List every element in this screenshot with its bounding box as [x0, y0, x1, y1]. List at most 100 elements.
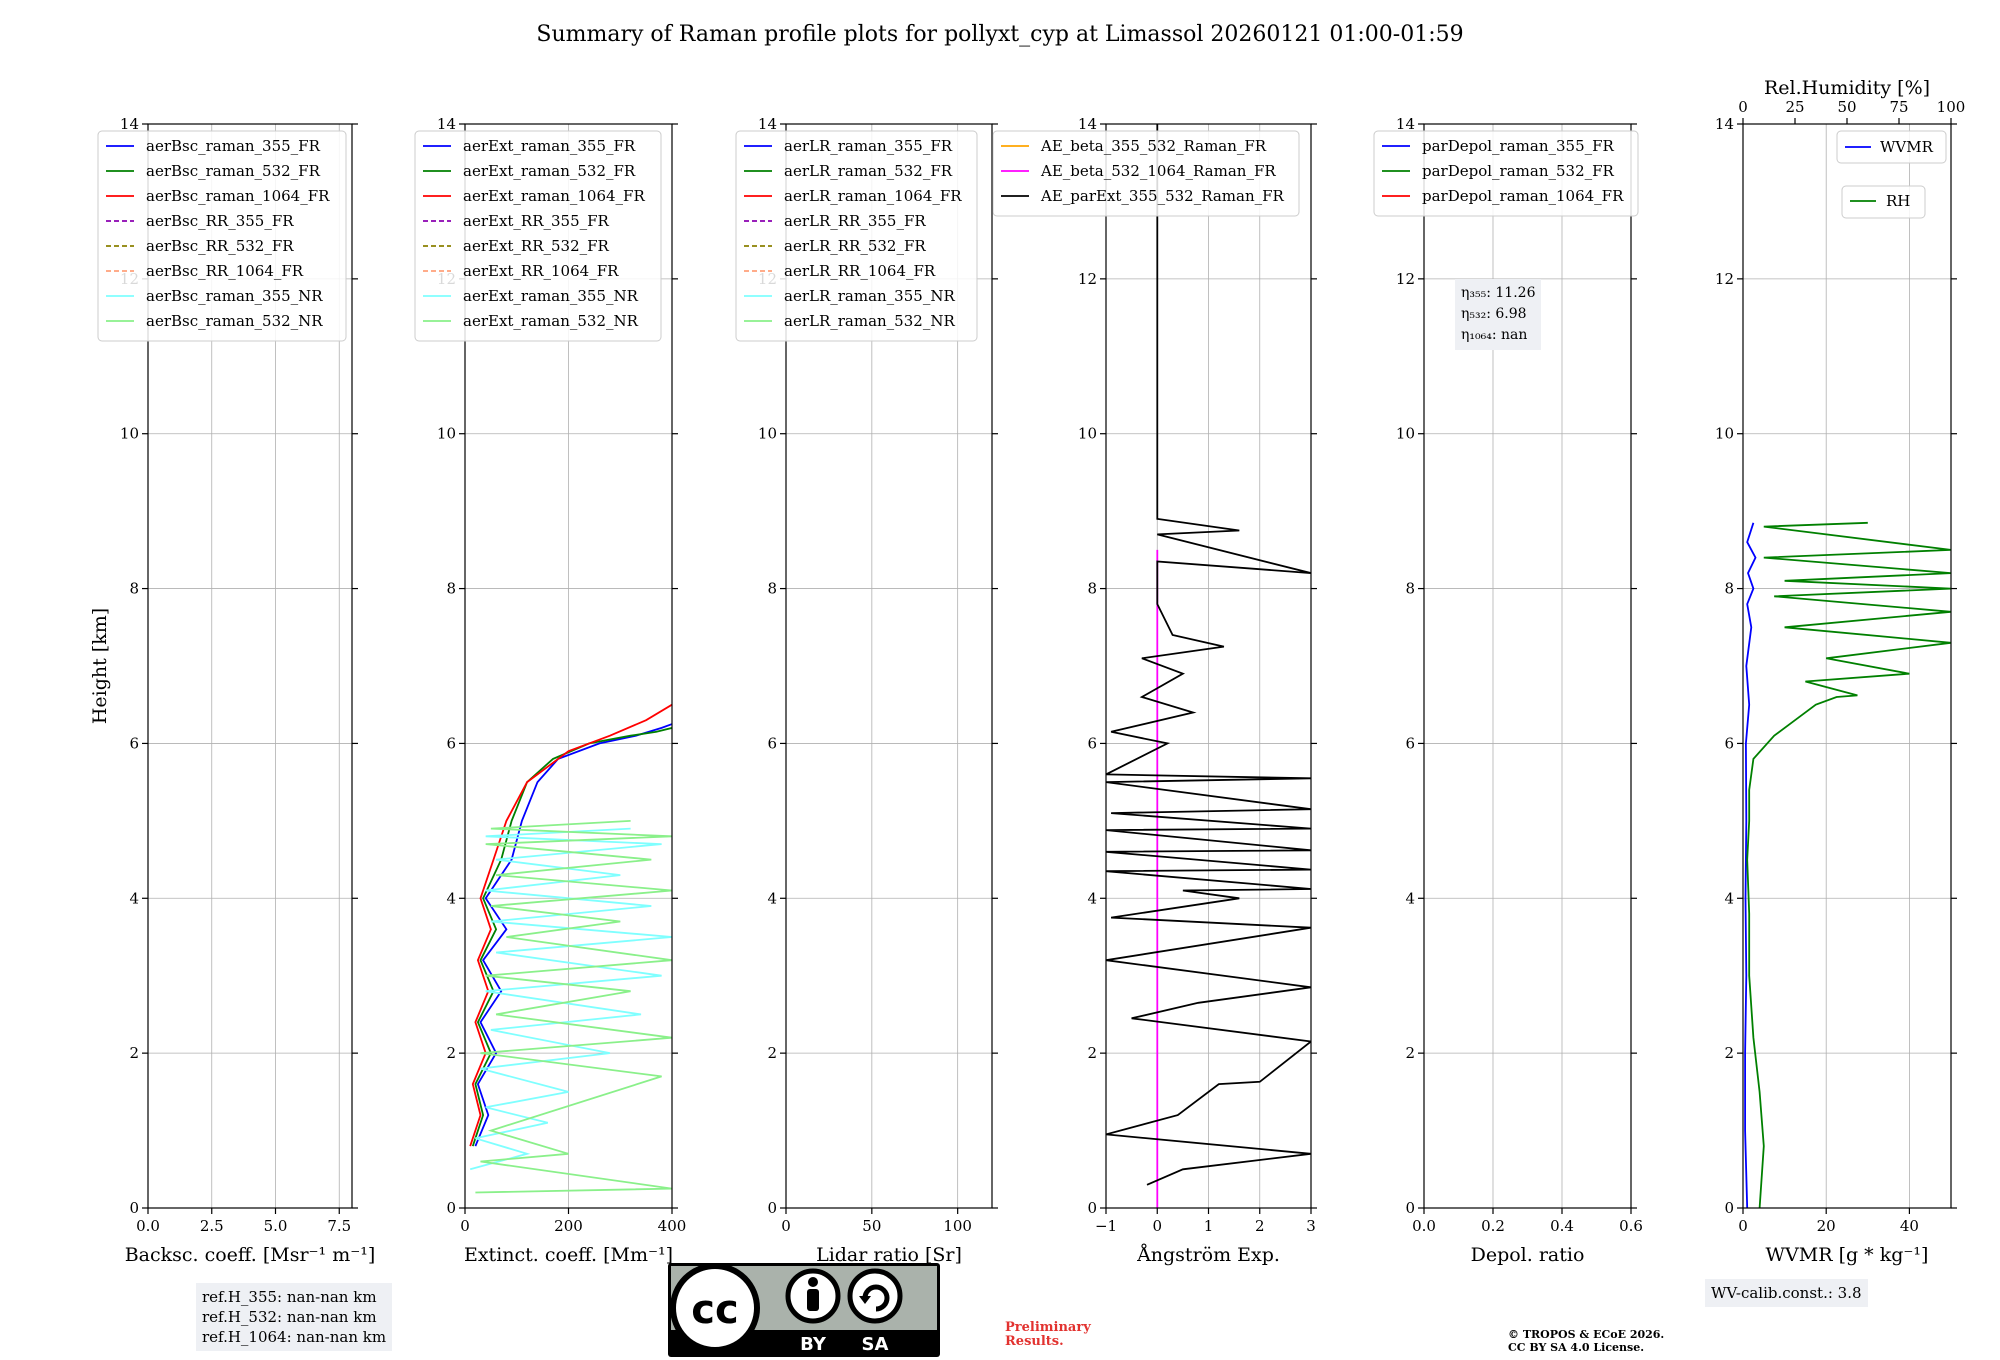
series-line-RH — [1746, 521, 1951, 1208]
legend-label: aerLR_RR_1064_FR — [784, 262, 936, 280]
legend-frame — [1373, 130, 1639, 217]
ytick-label: 8 — [1724, 580, 1734, 598]
legend-frame — [414, 130, 662, 342]
xtick-label: 0 — [1152, 1217, 1162, 1235]
ytick-label: 8 — [129, 580, 139, 598]
person-icon-head — [808, 1277, 818, 1287]
xtick-label: 0.4 — [1550, 1217, 1574, 1235]
ytick-label: 10 — [1396, 425, 1415, 443]
refh-1064: ref.H_1064: nan-nan km — [202, 1328, 387, 1346]
ytick-label: 6 — [446, 734, 456, 752]
series-line-aerExt_raman_355_FR — [474, 723, 672, 1147]
series-line-aerExt_raman_532_NR — [475, 820, 672, 1194]
legend-label: aerBsc_raman_532_NR — [146, 312, 323, 330]
ytick-label: 8 — [1405, 580, 1415, 598]
axes-frame — [1742, 123, 1952, 1209]
xtick-label: 0 — [1738, 1217, 1748, 1235]
ytick-label: 0 — [1724, 1199, 1734, 1217]
refh-532: ref.H_532: nan-nan km — [202, 1308, 377, 1326]
ytick-label: 2 — [446, 1044, 456, 1062]
eta-1064-label: η₁₀₆₄: nan — [1461, 327, 1528, 343]
ytick-label: 6 — [767, 734, 777, 752]
copyright-line-1: © TROPOS & ECoE 2026. — [1508, 1328, 1665, 1341]
legend-label: aerLR_raman_355_FR — [784, 137, 953, 155]
xaxis-label: Ångström Exp. — [1136, 1244, 1280, 1266]
ytick-label: 12 — [1396, 270, 1415, 288]
legend-lidarratio: aerLR_raman_355_FR aerLR_raman_532_FR aerL… — [735, 130, 978, 342]
copyright-notice: © TROPOS & ECoE 2026. CC BY SA 4.0 Licen… — [1508, 1328, 1664, 1354]
legend-label: parDepol_raman_532_FR — [1422, 162, 1615, 180]
badge-by-text: BY — [800, 1334, 827, 1355]
legend-backscatter: aerBsc_raman_355_FR aerBsc_raman_532_FRae… — [97, 130, 347, 342]
share-alike-arrowhead — [859, 1296, 871, 1304]
xtick-label: 1 — [1204, 1217, 1214, 1235]
xtick-label: 0.2 — [1481, 1217, 1505, 1235]
top-xtick-label: 75 — [1889, 98, 1908, 116]
wv-calib-box: WV-calib.const.: 3.8 — [1705, 1279, 1868, 1307]
legend-frame — [1841, 185, 1926, 219]
depol-eta-annotation: η₃₅₅: 11.26 η₅₃₂: 6.98 η₁₀₆₄: nan — [1455, 279, 1542, 350]
badge-sa-text: SA — [862, 1334, 889, 1355]
preliminary-text: Preliminary Results. — [1005, 1320, 1091, 1349]
ytick-label: 2 — [767, 1044, 777, 1062]
legend-label: aerExt_RR_532_FR — [463, 237, 610, 255]
legend-label: aerBsc_RR_1064_FR — [146, 262, 304, 280]
ytick-label: 14 — [437, 115, 456, 133]
legend-label: aerBsc_raman_1064_FR — [146, 187, 330, 205]
ytick-label: 10 — [1078, 425, 1097, 443]
xtick-label: 400 — [658, 1217, 687, 1235]
ytick-label: 4 — [129, 889, 139, 907]
ytick-label: 14 — [1715, 115, 1734, 133]
ytick-label: 2 — [129, 1044, 139, 1062]
legend-depol: parDepol_raman_355_FR parDepol_raman_532_… — [1373, 130, 1639, 217]
legend-label: aerLR_RR_532_FR — [784, 237, 926, 255]
cc-icon-text: cc — [691, 1287, 738, 1333]
top-xtick-label: 25 — [1785, 98, 1804, 116]
legend-label: parDepol_raman_355_FR — [1422, 137, 1615, 155]
xtick-label: 20 — [1817, 1217, 1836, 1235]
xaxis-label: Extinct. coeff. [Mm⁻¹] — [464, 1244, 673, 1266]
axes-frame — [1423, 123, 1632, 1209]
xtick-label: 5.0 — [264, 1217, 288, 1235]
legend-label: aerLR_RR_355_FR — [784, 212, 926, 230]
ytick-label: 6 — [1724, 734, 1734, 752]
ytick-label: 4 — [1724, 889, 1734, 907]
legend-label: aerExt_raman_532_NR — [463, 312, 639, 330]
legend-label: aerExt_raman_1064_FR — [463, 187, 645, 205]
top-xtick-label: 100 — [1937, 98, 1966, 116]
refh-355: ref.H_355: nan-nan km — [202, 1288, 377, 1306]
person-icon-body — [807, 1289, 819, 1311]
top-xtick-label: 50 — [1837, 98, 1856, 116]
series-line-WVMR — [1744, 522, 1757, 1208]
legend-label: WVMR — [1880, 138, 1934, 156]
eta-355-label: η₃₅₅: 11.26 — [1461, 285, 1536, 301]
ytick-label: 4 — [1087, 889, 1097, 907]
ytick-label: 0 — [1087, 1199, 1097, 1217]
xtick-label: 7.5 — [327, 1217, 351, 1235]
legend-label: AE_beta_532_1064_Raman_FR — [1040, 162, 1276, 180]
xtick-label: 0.0 — [1412, 1217, 1436, 1235]
xtick-label: 3 — [1306, 1217, 1316, 1235]
ytick-label: 12 — [1078, 270, 1097, 288]
ytick-label: 12 — [1715, 270, 1734, 288]
legend-label: aerExt_RR_355_FR — [463, 212, 610, 230]
xtick-label: 100 — [943, 1217, 972, 1235]
legend-label: aerBsc_raman_355_NR — [146, 287, 323, 305]
legend-frame — [735, 130, 978, 342]
ytick-label: 0 — [446, 1199, 456, 1217]
legend-wvmr: WVMR — [1836, 130, 1947, 164]
legend-label: AE_beta_355_532_Raman_FR — [1040, 137, 1267, 155]
ytick-label: 2 — [1405, 1044, 1415, 1062]
legend-label: aerLR_raman_355_NR — [784, 287, 955, 305]
ytick-label: 14 — [1396, 115, 1415, 133]
xtick-label: 50 — [862, 1217, 881, 1235]
legend-frame — [1836, 130, 1947, 164]
xtick-label: 0 — [460, 1217, 470, 1235]
ytick-label: 14 — [120, 115, 139, 133]
legend-label: aerLR_raman_532_NR — [784, 312, 955, 330]
